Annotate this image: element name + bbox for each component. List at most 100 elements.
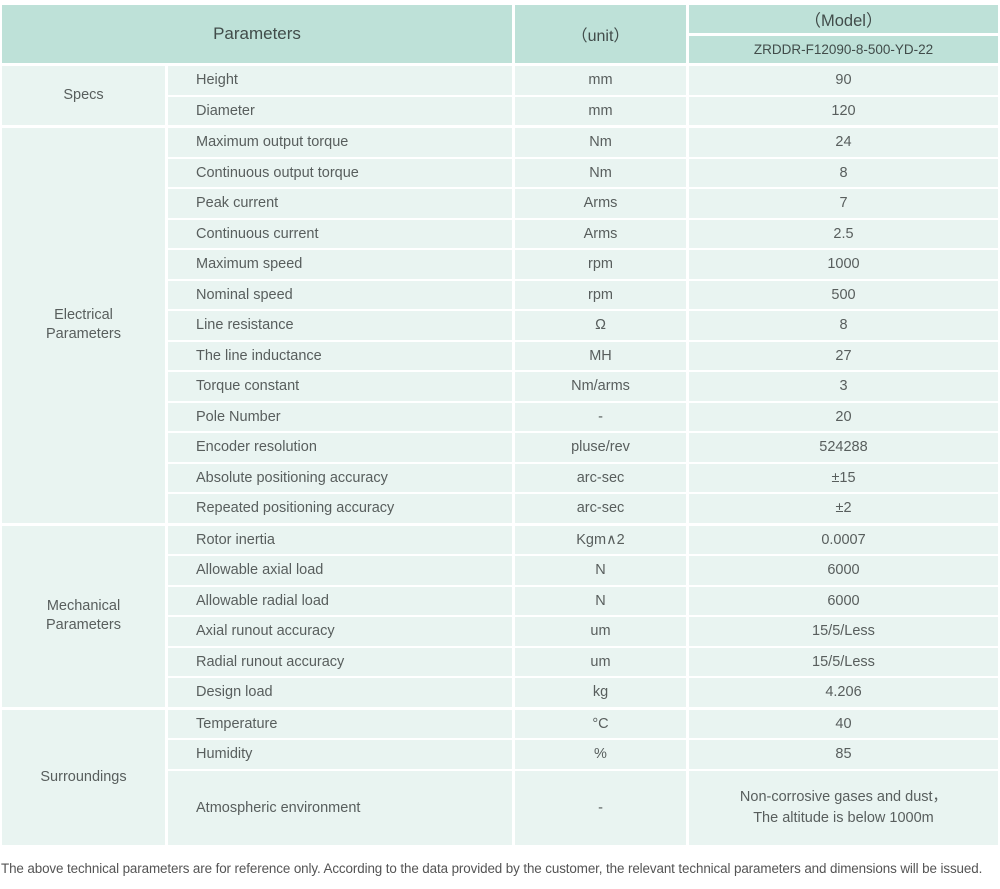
table-row: Allowable axial load N 6000 [168,556,998,585]
param-name-cell: Humidity [168,740,512,769]
param-name-cell: Rotor inertia [168,525,512,554]
unit-cell: Nm [515,158,686,187]
unit-cell: pluse/rev [515,433,686,462]
param-name-cell: Line resistance [168,311,512,340]
unit-cell: kg [515,678,686,707]
unit-cell: °C [515,709,686,738]
param-name-cell: Design load [168,678,512,707]
table-row: Temperature °C 40 [168,709,998,738]
param-name-cell: Allowable radial load [168,586,512,615]
table-row: Line resistance Ω 8 [168,311,998,340]
param-name-cell: Nominal speed [168,280,512,309]
table-row: Diameter mm 120 [168,96,998,125]
unit-cell: - [515,770,686,845]
group-label-electrical: Electrical Parameters [2,128,165,523]
value-cell: Non-corrosive gases and dust， The altitu… [689,770,998,845]
param-name-cell: Diameter [168,96,512,125]
unit-cell: Ω [515,311,686,340]
header-model-label: （Model） [689,5,998,33]
unit-cell: um [515,617,686,646]
value-cell: 90 [689,66,998,95]
unit-cell: rpm [515,280,686,309]
table-row: Encoder resolution pluse/rev 524288 [168,433,998,462]
value-cell: 85 [689,740,998,769]
spec-table: Parameters （unit） （Model） ZRDDR-F12090-8… [2,5,998,845]
value-cell: 120 [689,96,998,125]
value-cell: ±2 [689,494,998,523]
param-name-cell: Height [168,66,512,95]
table-row: Nominal speed rpm 500 [168,280,998,309]
unit-cell: Arms [515,219,686,248]
param-name-cell: Maximum output torque [168,128,512,157]
unit-cell: - [515,402,686,431]
param-name-cell: The line inductance [168,341,512,370]
unit-cell: arc-sec [515,463,686,492]
value-cell: 20 [689,402,998,431]
value-cell: 24 [689,128,998,157]
group-surroundings: Surroundings Temperature °C 40 Humidity … [2,709,998,845]
table-row: Axial runout accuracy um 15/5/Less [168,617,998,646]
unit-cell: rpm [515,250,686,279]
value-cell: ±15 [689,463,998,492]
param-name-cell: Repeated positioning accuracy [168,494,512,523]
unit-cell: MH [515,341,686,370]
table-row: Maximum output torque Nm 24 [168,128,998,157]
param-name-cell: Continuous current [168,219,512,248]
value-cell: 6000 [689,586,998,615]
group-label-surroundings: Surroundings [2,709,165,845]
value-cell: 1000 [689,250,998,279]
param-name-cell: Encoder resolution [168,433,512,462]
unit-cell: N [515,556,686,585]
value-cell: 3 [689,372,998,401]
value-cell: 524288 [689,433,998,462]
value-cell: 15/5/Less [689,647,998,676]
param-name-cell: Atmospheric environment [168,770,512,845]
group-label-mechanical: Mechanical Parameters [2,525,165,707]
param-name-cell: Temperature [168,709,512,738]
param-name-cell: Radial runout accuracy [168,647,512,676]
value-cell: 500 [689,280,998,309]
header-model-column: （Model） ZRDDR-F12090-8-500-YD-22 [689,5,998,63]
value-cell: 8 [689,158,998,187]
table-row: Continuous output torque Nm 8 [168,158,998,187]
value-cell: 7 [689,189,998,218]
table-row: Rotor inertia Kgm∧2 0.0007 [168,525,998,554]
group-electrical-parameters: Electrical Parameters Maximum output tor… [2,128,998,523]
param-name-cell: Pole Number [168,402,512,431]
group-specs: Specs Height mm 90 Diameter mm 120 [2,66,998,125]
table-row: Allowable radial load N 6000 [168,586,998,615]
value-cell: 27 [689,341,998,370]
header-parameters: Parameters [2,5,512,63]
table-row: Atmospheric environment - Non-corrosive … [168,770,998,845]
table-row: Radial runout accuracy um 15/5/Less [168,647,998,676]
table-row: Design load kg 4.206 [168,678,998,707]
param-name-cell: Allowable axial load [168,556,512,585]
value-cell: 15/5/Less [689,617,998,646]
table-row: Torque constant Nm/arms 3 [168,372,998,401]
param-name-cell: Axial runout accuracy [168,617,512,646]
unit-cell: mm [515,96,686,125]
unit-cell: Arms [515,189,686,218]
header-unit: （unit） [515,5,686,63]
unit-cell: Kgm∧2 [515,525,686,554]
group-label-specs: Specs [2,66,165,125]
unit-cell: Nm/arms [515,372,686,401]
unit-cell: um [515,647,686,676]
param-name-cell: Torque constant [168,372,512,401]
group-mechanical-parameters: Mechanical Parameters Rotor inertia Kgm∧… [2,525,998,707]
unit-cell: mm [515,66,686,95]
param-name-cell: Absolute positioning accuracy [168,463,512,492]
value-cell: 6000 [689,556,998,585]
table-header-row: Parameters （unit） （Model） ZRDDR-F12090-8… [2,5,998,63]
value-cell: 2.5 [689,219,998,248]
table-row: Peak current Arms 7 [168,189,998,218]
table-row: The line inductance MH 27 [168,341,998,370]
param-name-cell: Maximum speed [168,250,512,279]
value-cell: 8 [689,311,998,340]
unit-cell: N [515,586,686,615]
table-row: Pole Number - 20 [168,402,998,431]
table-row: Height mm 90 [168,66,998,95]
value-cell: 40 [689,709,998,738]
table-row: Repeated positioning accuracy arc-sec ±2 [168,494,998,523]
param-name-cell: Continuous output torque [168,158,512,187]
